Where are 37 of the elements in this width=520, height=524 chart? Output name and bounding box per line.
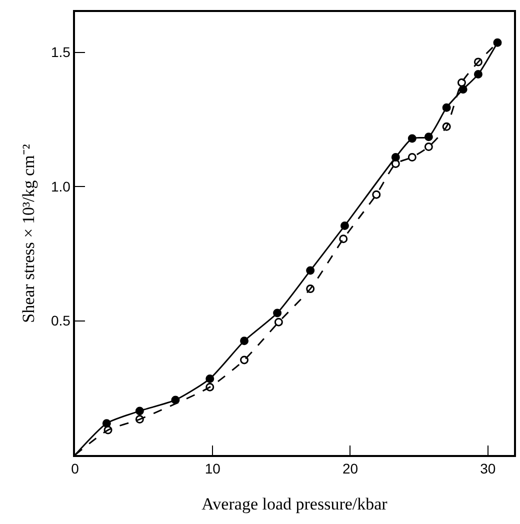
y-axis-title: Shear stress × 10³/kg cm⁻² <box>19 144 38 323</box>
x-tick-label: 30 <box>480 460 496 477</box>
point <box>340 221 349 230</box>
point <box>206 382 214 392</box>
point <box>442 103 451 112</box>
point <box>372 190 381 199</box>
point <box>424 132 433 142</box>
x-tick-label: 20 <box>342 460 358 477</box>
point <box>458 85 468 94</box>
point <box>135 415 144 424</box>
point <box>391 153 400 162</box>
point <box>273 308 282 318</box>
y-tick-label: 1.0 <box>50 178 71 194</box>
point <box>408 153 416 162</box>
point <box>306 266 315 275</box>
point <box>135 406 144 416</box>
point <box>339 234 348 244</box>
x-axis-title: Average load pressure/kbar <box>202 494 388 514</box>
point <box>306 284 315 294</box>
point <box>474 70 482 79</box>
point <box>424 142 433 152</box>
y-tick-label: 0.5 <box>50 312 71 329</box>
point <box>493 38 502 47</box>
point <box>104 426 112 434</box>
point <box>240 336 249 346</box>
point <box>457 78 466 87</box>
point <box>171 396 180 404</box>
point <box>474 58 482 66</box>
point <box>274 318 283 326</box>
x-tick-label: 10 <box>204 460 221 477</box>
x-tick-label: 0 <box>71 460 80 477</box>
point <box>206 374 214 383</box>
point <box>408 134 416 143</box>
point <box>102 419 111 428</box>
y-tick-label: 1.5 <box>50 44 71 60</box>
point <box>240 356 249 364</box>
point <box>442 122 451 131</box>
